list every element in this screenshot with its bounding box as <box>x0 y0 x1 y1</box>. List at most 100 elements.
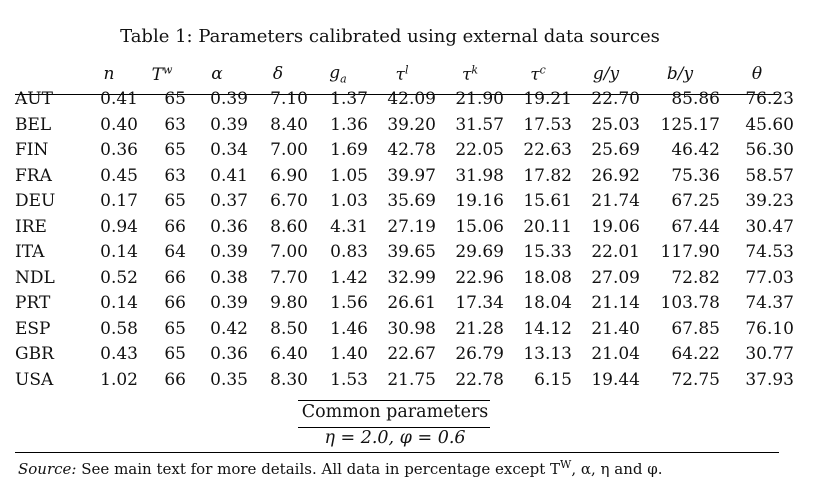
source-tail: , α, η and φ. <box>571 460 663 478</box>
value-cell: 22.05 <box>455 140 504 161</box>
value-cell: 6.40 <box>270 344 308 365</box>
value-cell: 42.78 <box>387 140 436 161</box>
bottom-rule <box>15 452 779 453</box>
value-cell: 30.98 <box>387 318 436 339</box>
value-cell: 0.39 <box>210 89 248 110</box>
table-row: FIN 0.36 65 0.34 7.00 1.69 42.78 22.05 22.63 25.6… <box>15 138 794 164</box>
value-cell: 17.53 <box>523 114 572 135</box>
value-cell: 8.30 <box>270 369 308 390</box>
table-row: DEU 0.17 65 0.37 6.70 1.03 35.69 19.16 15.61 21.7… <box>15 189 794 215</box>
value-cell: 65 <box>164 140 186 161</box>
value-cell: 15.61 <box>523 191 572 212</box>
value-cell: 0.43 <box>100 344 138 365</box>
value-cell: 22.78 <box>455 369 504 390</box>
value-cell: 22.01 <box>591 242 640 263</box>
value-cell: 0.83 <box>330 242 368 263</box>
value-cell: 65 <box>164 318 186 339</box>
value-cell: 15.06 <box>455 216 504 237</box>
table-row: ESP 0.58 65 0.42 8.50 1.46 30.98 21.28 14.12 21.4… <box>15 316 794 342</box>
value-cell: 77.03 <box>745 267 794 288</box>
value-cell: 19.44 <box>591 369 640 390</box>
value-cell: 26.79 <box>455 344 504 365</box>
value-cell: 6.15 <box>534 369 572 390</box>
value-cell: 0.45 <box>100 165 138 186</box>
header-tau-k: τk <box>461 62 479 85</box>
value-cell: 1.53 <box>330 369 368 390</box>
value-cell: 7.70 <box>270 267 308 288</box>
value-cell: 18.04 <box>523 293 572 314</box>
value-cell: 1.42 <box>330 267 368 288</box>
value-cell: 0.94 <box>100 216 138 237</box>
value-cell: 67.25 <box>671 191 720 212</box>
table-body: AUT 0.41 65 0.39 7.10 1.37 42.09 21.90 19.21 22.7… <box>15 87 794 393</box>
value-cell: 0.36 <box>210 216 248 237</box>
value-cell: 1.02 <box>100 369 138 390</box>
value-cell: 14.12 <box>523 318 572 339</box>
table-row: AUT 0.41 65 0.39 7.10 1.37 42.09 21.90 19.21 22.7… <box>15 87 794 113</box>
value-cell: 6.70 <box>270 191 308 212</box>
country-cell: IRE <box>15 216 47 237</box>
value-cell: 35.69 <box>387 191 436 212</box>
value-cell: 21.14 <box>591 293 640 314</box>
value-cell: 22.63 <box>523 140 572 161</box>
value-cell: 0.40 <box>100 114 138 135</box>
value-cell: 21.28 <box>455 318 504 339</box>
value-cell: 31.57 <box>455 114 504 135</box>
value-cell: 27.19 <box>387 216 436 237</box>
value-cell: 25.69 <box>591 140 640 161</box>
value-cell: 0.42 <box>210 318 248 339</box>
country-cell: AUT <box>15 89 53 110</box>
value-cell: 25.03 <box>591 114 640 135</box>
table-row: PRT 0.14 66 0.39 9.80 1.56 26.61 17.34 18.04 21.1… <box>15 291 794 317</box>
table-row: IRE 0.94 66 0.36 8.60 4.31 27.19 15.06 20.11 19.0… <box>15 214 794 240</box>
value-cell: 66 <box>164 369 186 390</box>
value-cell: 8.40 <box>270 114 308 135</box>
value-cell: 7.00 <box>270 242 308 263</box>
value-cell: 0.39 <box>210 293 248 314</box>
value-cell: 0.58 <box>100 318 138 339</box>
value-cell: 1.69 <box>330 140 368 161</box>
header-b-y: b/y <box>666 63 694 84</box>
value-cell: 66 <box>164 293 186 314</box>
value-cell: 125.17 <box>660 114 720 135</box>
country-cell: DEU <box>15 191 56 212</box>
value-cell: 17.34 <box>455 293 504 314</box>
header-alpha: α <box>211 63 223 84</box>
value-cell: 1.46 <box>330 318 368 339</box>
value-cell: 6.90 <box>270 165 308 186</box>
value-cell: 7.10 <box>270 89 308 110</box>
value-cell: 0.39 <box>210 242 248 263</box>
value-cell: 17.82 <box>523 165 572 186</box>
value-cell: 0.35 <box>210 369 248 390</box>
country-cell: BEL <box>15 114 52 135</box>
value-cell: 21.74 <box>591 191 640 212</box>
value-cell: 0.41 <box>100 89 138 110</box>
value-cell: 0.34 <box>210 140 248 161</box>
value-cell: 9.80 <box>270 293 308 314</box>
country-cell: NDL <box>15 267 55 288</box>
table-row: GBR 0.43 65 0.36 6.40 1.40 22.67 26.79 13.13 21.0… <box>15 342 794 368</box>
common-top-rule <box>298 400 490 401</box>
value-cell: 85.86 <box>671 89 720 110</box>
header-theta: θ <box>751 63 763 84</box>
value-cell: 74.37 <box>745 293 794 314</box>
common-parameters-title: Common parameters <box>301 402 489 422</box>
value-cell: 1.36 <box>330 114 368 135</box>
value-cell: 19.21 <box>523 89 572 110</box>
value-cell: 0.17 <box>100 191 138 212</box>
source-sup: W <box>560 458 572 471</box>
value-cell: 56.30 <box>745 140 794 161</box>
header-ga: ga <box>329 62 347 85</box>
value-cell: 8.60 <box>270 216 308 237</box>
country-cell: ITA <box>15 242 45 263</box>
value-cell: 63 <box>164 165 186 186</box>
header-n: n <box>103 63 115 84</box>
value-cell: 67.44 <box>671 216 720 237</box>
value-cell: 18.08 <box>523 267 572 288</box>
value-cell: 0.39 <box>210 114 248 135</box>
value-cell: 0.37 <box>210 191 248 212</box>
country-cell: USA <box>15 369 54 390</box>
value-cell: 21.90 <box>455 89 504 110</box>
table-row: BEL 0.40 63 0.39 8.40 1.36 39.20 31.57 17.53 25.0… <box>15 112 794 138</box>
value-cell: 26.92 <box>591 165 640 186</box>
